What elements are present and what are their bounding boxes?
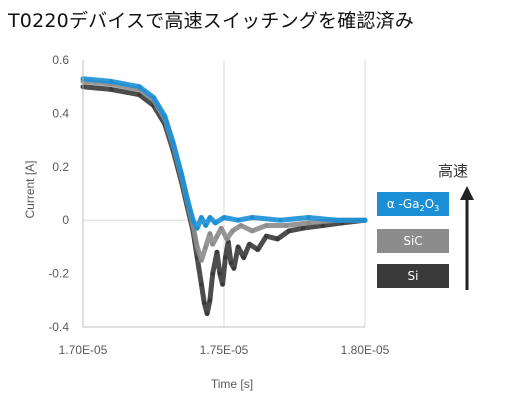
data-point xyxy=(210,271,215,276)
data-point xyxy=(109,87,114,92)
data-point xyxy=(202,300,207,306)
y-axis-title: Current [A] xyxy=(23,160,37,218)
data-point xyxy=(223,255,228,260)
y-tick-label: 0 xyxy=(62,213,69,227)
data-point xyxy=(109,79,114,84)
x-tick-label: 1.70E-05 xyxy=(59,343,108,357)
data-point xyxy=(185,196,190,201)
y-tick-label: 0.4 xyxy=(52,106,69,120)
data-point xyxy=(286,228,292,234)
x-tick-label: 1.80E-05 xyxy=(341,343,390,357)
plot-gridlines xyxy=(82,60,366,327)
data-point xyxy=(171,140,176,145)
data-point xyxy=(137,84,142,89)
data-point xyxy=(230,228,235,234)
data-point xyxy=(214,234,220,239)
data-point xyxy=(199,282,204,287)
data-point xyxy=(362,218,368,223)
data-point xyxy=(203,244,208,250)
legend-label: α -Ga2O3 xyxy=(387,197,439,213)
legend-label-part: α -Ga xyxy=(387,197,420,211)
data-point xyxy=(207,231,213,236)
data-point xyxy=(275,236,280,242)
data-point xyxy=(238,223,244,228)
data-point xyxy=(255,247,260,252)
legend-swatch xyxy=(377,229,449,253)
legend-label-part: Si xyxy=(408,269,419,283)
page-title: T0220デバイスで高速スイッチングを確認済み xyxy=(8,10,414,32)
data-point xyxy=(195,226,200,231)
data-point xyxy=(213,220,218,226)
legend-swatch xyxy=(377,264,449,288)
data-point xyxy=(334,218,339,223)
legend-label-part: 3 xyxy=(434,204,439,213)
data-point xyxy=(283,223,289,228)
data-point xyxy=(217,271,222,276)
x-tick-label: 1.75E-05 xyxy=(200,343,249,357)
legend-label-part: SiC xyxy=(403,234,422,248)
speed-arrow-head xyxy=(460,186,474,200)
data-point xyxy=(231,266,237,271)
data-point xyxy=(203,223,208,228)
data-point xyxy=(195,244,200,250)
data-point xyxy=(247,242,252,247)
data-point xyxy=(320,223,325,228)
data-point xyxy=(306,215,311,220)
data-point xyxy=(264,234,269,239)
data-point xyxy=(250,215,255,220)
data-point xyxy=(162,113,167,119)
data-point xyxy=(235,244,241,250)
legend-label: SiC xyxy=(403,234,422,248)
data-point xyxy=(151,95,156,100)
y-tick-label: 0.2 xyxy=(52,160,69,174)
data-point xyxy=(190,218,196,223)
data-point xyxy=(278,218,283,223)
data-point xyxy=(207,298,213,303)
data-point xyxy=(228,260,234,266)
data-point xyxy=(221,215,227,220)
data-point xyxy=(199,215,204,220)
data-point xyxy=(220,282,225,287)
data-point xyxy=(300,226,306,231)
data-point xyxy=(204,311,210,316)
data-point xyxy=(224,236,229,242)
legend: α -Ga2O3 SiC Si 高速 xyxy=(377,162,474,290)
data-point xyxy=(207,215,213,220)
legend-label-part: O xyxy=(425,197,434,211)
data-point xyxy=(214,250,220,255)
legend-label-part: 2 xyxy=(420,204,425,213)
data-point xyxy=(137,92,142,97)
plot-axes: 0.6 0.4 0.2 0 -0.2 -0.4 1.70E-05 1.75E-05 1.80E-… xyxy=(23,53,390,391)
y-tick-label: 0.6 xyxy=(52,53,69,67)
legend-label: Si xyxy=(408,269,419,283)
x-axis-title: Time [s] xyxy=(211,377,253,391)
legend-swatch xyxy=(377,192,449,216)
data-point xyxy=(179,172,184,177)
data-point xyxy=(235,218,241,223)
y-tick-label: -0.2 xyxy=(48,267,69,281)
plot-series-group xyxy=(80,76,368,317)
data-point xyxy=(250,228,255,234)
data-point xyxy=(199,258,204,263)
y-tick-label: -0.4 xyxy=(48,320,69,334)
data-point xyxy=(210,242,215,247)
data-point xyxy=(306,220,311,226)
speed-label: 高速 xyxy=(438,162,468,180)
data-point xyxy=(241,255,246,260)
data-point xyxy=(219,226,224,231)
data-point xyxy=(264,223,269,228)
